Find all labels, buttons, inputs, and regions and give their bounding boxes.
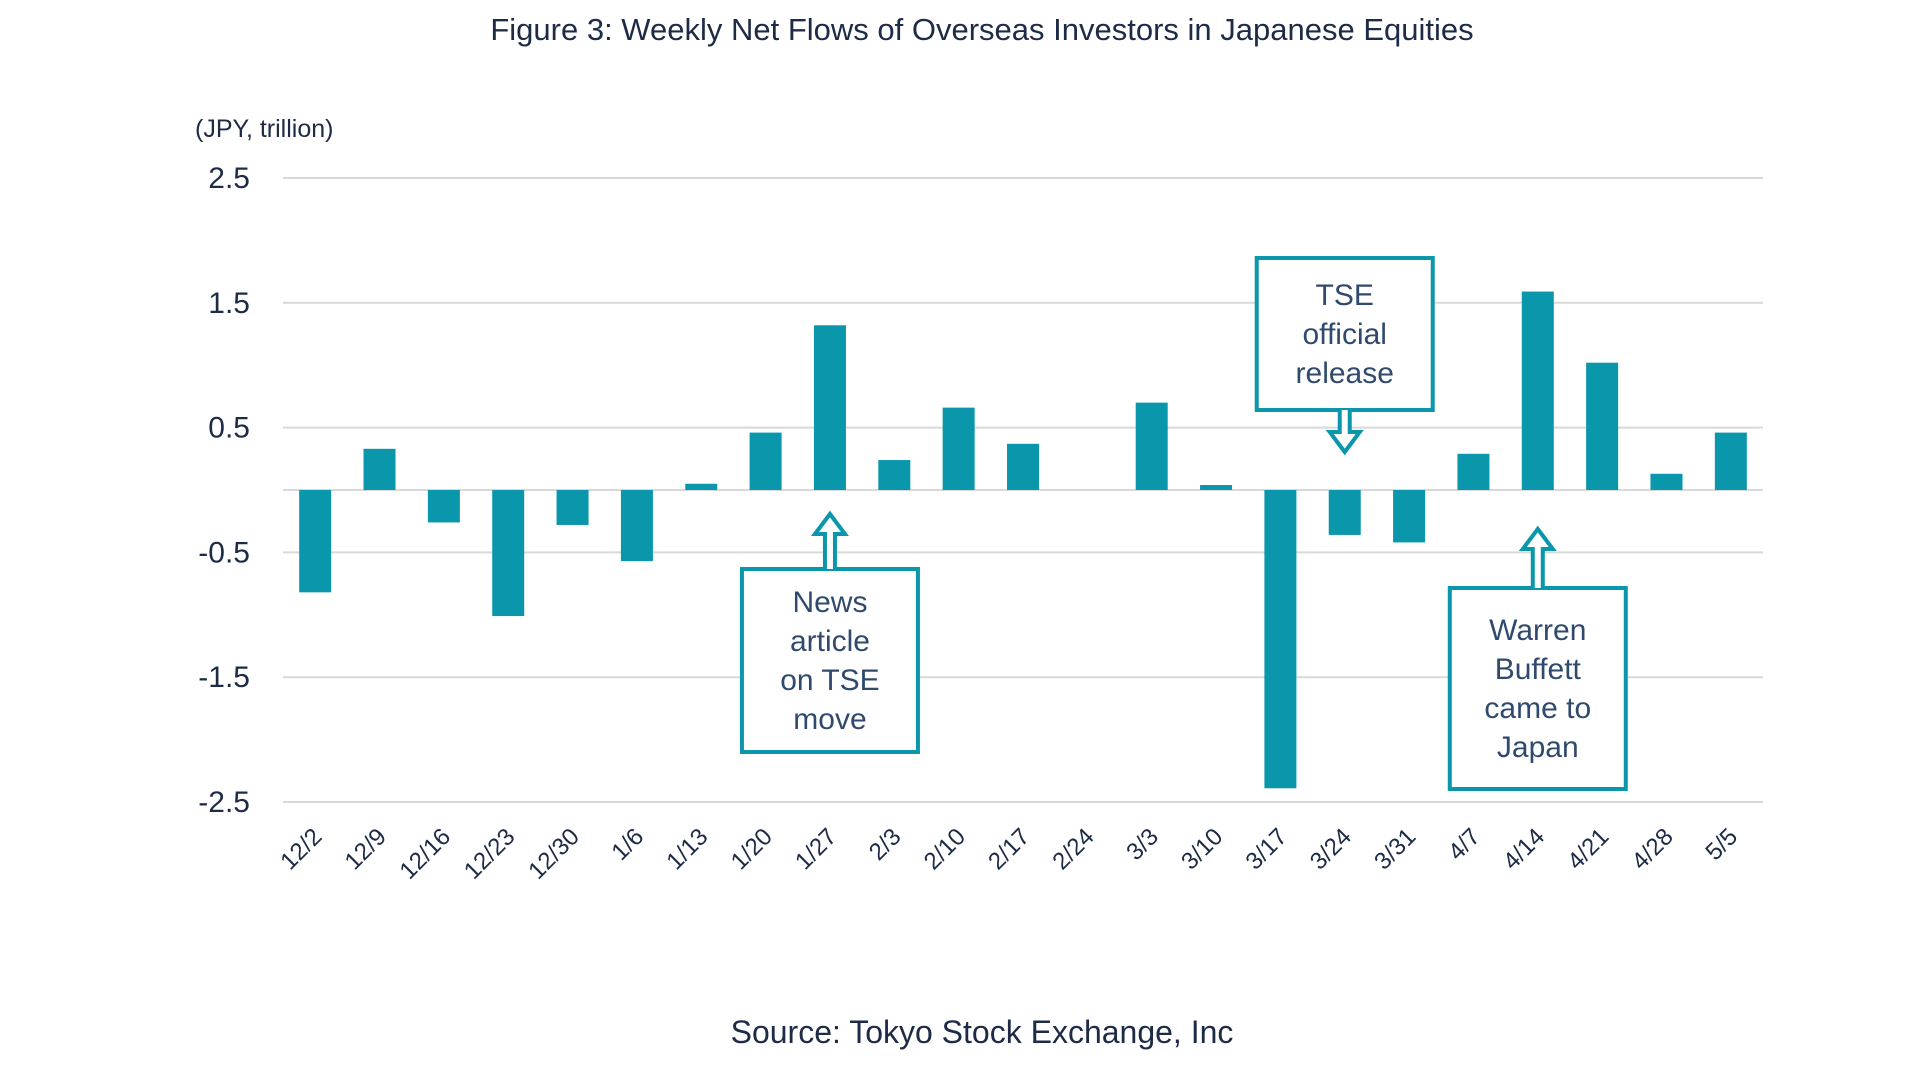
bar-3-17	[1264, 490, 1297, 789]
bar-4-28	[1650, 473, 1683, 490]
x-tick-label: 5/5	[1700, 823, 1743, 866]
x-tick-label: 12/23	[459, 823, 521, 885]
x-tick-label: 1/6	[606, 823, 649, 866]
annotation-callout: News article on TSE move	[739, 510, 920, 754]
x-tick-label: 12/30	[523, 823, 585, 885]
bar-3-10	[1200, 485, 1233, 490]
annotation-text: on TSE	[780, 664, 880, 697]
annotation-text: release	[1296, 357, 1394, 390]
bar-2-10	[942, 407, 975, 490]
bar-12-23	[492, 490, 525, 617]
y-tick-label: -2.5	[198, 786, 250, 819]
bar-2-17	[1007, 443, 1039, 490]
source-note: Source: Tokyo Stock Exchange, Inc	[731, 1014, 1234, 1050]
chart-title: Figure 3: Weekly Net Flows of Overseas I…	[490, 12, 1473, 47]
bar-4-7	[1457, 453, 1490, 490]
x-tick-label: 3/3	[1121, 823, 1164, 866]
arrow-down-icon	[1325, 410, 1364, 456]
x-tick-label: 12/9	[340, 823, 392, 875]
bar-12-30	[556, 490, 589, 525]
annotation-box	[739, 567, 920, 754]
bar-1-20	[749, 432, 782, 490]
bar-4-14	[1521, 291, 1554, 490]
x-tick-label: 4/7	[1443, 823, 1486, 866]
x-tick-label: 2/17	[983, 823, 1035, 875]
annotation-text: official	[1302, 318, 1387, 351]
annotation-text: TSE	[1316, 279, 1374, 312]
annotation-text: move	[793, 703, 866, 736]
x-tick-label: 2/3	[864, 823, 907, 866]
y-tick-label: 0.5	[208, 412, 250, 445]
x-tick-label: 12/2	[275, 823, 327, 875]
annotation-callout: TSE official release	[1254, 256, 1435, 456]
bar-1-13	[685, 483, 718, 490]
x-tick-label: 1/13	[661, 823, 713, 875]
x-tick-label: 2/24	[1047, 823, 1099, 875]
bar-1-6	[620, 490, 653, 562]
x-tick-label: 4/28	[1627, 823, 1679, 875]
bar-5-5	[1714, 432, 1747, 490]
x-tick-label: 12/16	[395, 823, 457, 885]
bar-4-21	[1586, 362, 1619, 490]
x-tick-label: 3/31	[1369, 823, 1421, 875]
annotation-text: came to	[1484, 692, 1591, 725]
y-tick-label: -0.5	[198, 536, 250, 569]
x-tick-label: 1/27	[790, 823, 842, 875]
bar-12-16	[427, 490, 460, 523]
bar-12-2	[299, 490, 332, 593]
annotation-text: Japan	[1497, 731, 1579, 764]
y-axis-label: (JPY, trillion)	[195, 115, 333, 143]
arrow-up-icon	[810, 510, 849, 569]
y-tick-label: -1.5	[198, 661, 250, 694]
bar-2-3	[878, 460, 911, 490]
x-tick-label: 4/21	[1562, 823, 1614, 875]
x-tick-label: 1/20	[726, 823, 778, 875]
bar-3-3	[1135, 402, 1168, 490]
bar-3-31	[1393, 490, 1426, 543]
annotation-text: News	[792, 586, 867, 619]
x-tick-label: 3/24	[1305, 823, 1357, 875]
x-tick-label: 3/17	[1241, 823, 1293, 875]
arrow-up-icon	[1518, 525, 1557, 588]
annotation-callout: Warren Buffett came to Japan	[1447, 525, 1628, 791]
y-tick-label: 1.5	[208, 287, 250, 320]
annotation-text: Warren	[1489, 614, 1586, 647]
bar-3-24	[1328, 490, 1361, 535]
annotation-text: Buffett	[1495, 653, 1582, 686]
bar-1-27	[813, 325, 846, 490]
x-tick-label: 2/10	[919, 823, 971, 875]
annotation-box	[1447, 586, 1628, 791]
annotation-box	[1254, 256, 1435, 412]
x-tick-label: 4/14	[1498, 823, 1550, 875]
annotation-text: article	[790, 625, 870, 658]
y-tick-label: 2.5	[208, 162, 250, 195]
x-tick-label: 3/10	[1176, 823, 1228, 875]
bar-12-9	[363, 448, 396, 490]
